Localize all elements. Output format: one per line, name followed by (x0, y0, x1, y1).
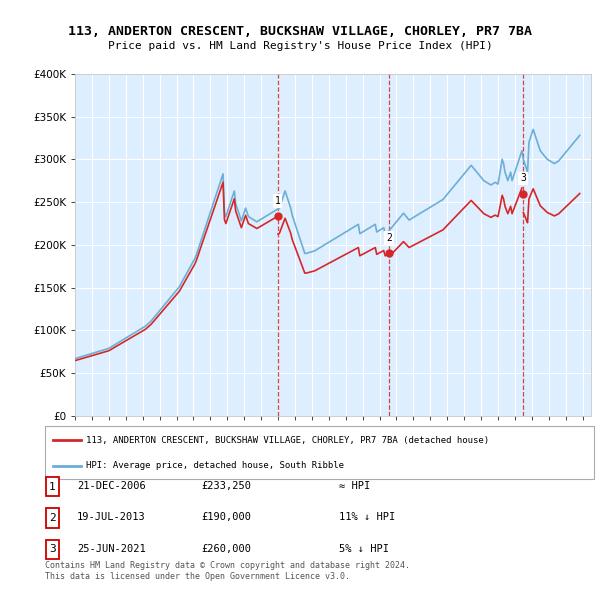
FancyBboxPatch shape (46, 509, 59, 527)
Text: ≈ HPI: ≈ HPI (339, 481, 370, 491)
Text: 2: 2 (386, 233, 392, 243)
Text: 5% ↓ HPI: 5% ↓ HPI (339, 544, 389, 553)
Text: £233,250: £233,250 (201, 481, 251, 491)
Text: Contains HM Land Registry data © Crown copyright and database right 2024.
This d: Contains HM Land Registry data © Crown c… (45, 561, 410, 581)
Text: 21-DEC-2006: 21-DEC-2006 (77, 481, 146, 491)
Text: 3: 3 (520, 173, 526, 183)
Text: £260,000: £260,000 (201, 544, 251, 553)
Text: HPI: Average price, detached house, South Ribble: HPI: Average price, detached house, Sout… (86, 461, 344, 470)
Text: 25-JUN-2021: 25-JUN-2021 (77, 544, 146, 553)
FancyBboxPatch shape (46, 477, 59, 496)
Text: 1: 1 (275, 196, 280, 206)
Text: 2: 2 (49, 513, 56, 523)
Text: 113, ANDERTON CRESCENT, BUCKSHAW VILLAGE, CHORLEY, PR7 7BA (detached house): 113, ANDERTON CRESCENT, BUCKSHAW VILLAGE… (86, 436, 490, 445)
Text: Price paid vs. HM Land Registry's House Price Index (HPI): Price paid vs. HM Land Registry's House … (107, 41, 493, 51)
Text: 11% ↓ HPI: 11% ↓ HPI (339, 513, 395, 522)
Text: 113, ANDERTON CRESCENT, BUCKSHAW VILLAGE, CHORLEY, PR7 7BA: 113, ANDERTON CRESCENT, BUCKSHAW VILLAGE… (68, 25, 532, 38)
Text: 3: 3 (49, 545, 56, 554)
Text: £190,000: £190,000 (201, 513, 251, 522)
FancyBboxPatch shape (45, 426, 594, 479)
Text: 19-JUL-2013: 19-JUL-2013 (77, 513, 146, 522)
Text: 1: 1 (49, 482, 56, 491)
FancyBboxPatch shape (46, 540, 59, 559)
